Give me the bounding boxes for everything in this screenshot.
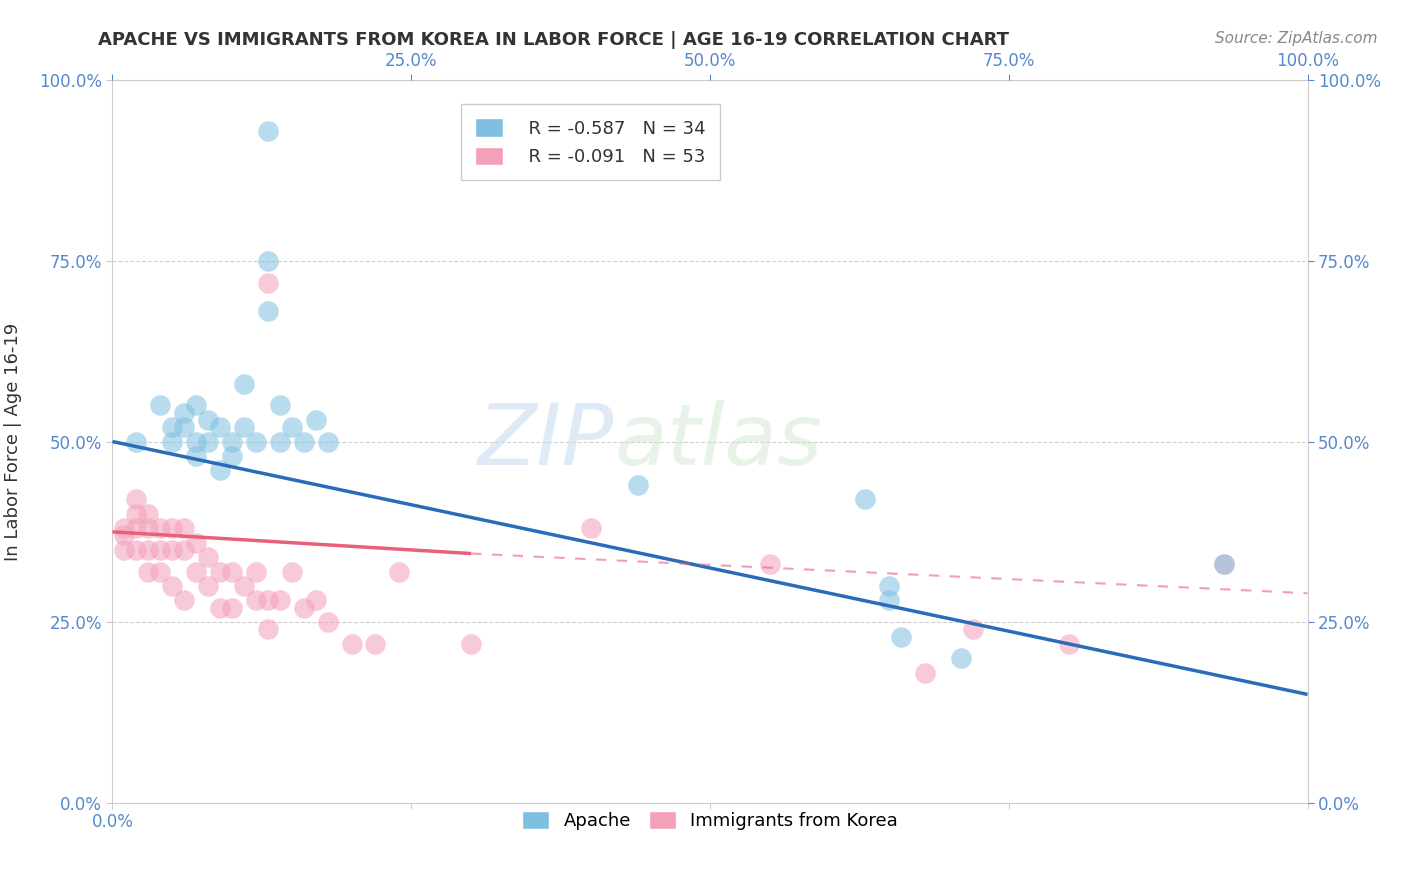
Point bbox=[233, 376, 256, 391]
Point bbox=[149, 565, 172, 579]
Point bbox=[162, 579, 183, 593]
Point bbox=[245, 593, 267, 607]
Point bbox=[879, 593, 901, 607]
Point bbox=[292, 434, 315, 449]
Point bbox=[281, 420, 304, 434]
Point bbox=[269, 593, 291, 607]
Point bbox=[257, 253, 280, 268]
Point bbox=[186, 535, 208, 549]
Point bbox=[221, 565, 243, 579]
Point bbox=[281, 565, 304, 579]
Point bbox=[209, 420, 232, 434]
Point bbox=[1057, 637, 1080, 651]
Point bbox=[233, 420, 256, 434]
Point bbox=[579, 521, 602, 535]
Point bbox=[292, 600, 315, 615]
Point bbox=[221, 600, 243, 615]
Point bbox=[138, 507, 160, 521]
Point bbox=[125, 542, 148, 557]
Point bbox=[197, 579, 219, 593]
Text: ZIP: ZIP bbox=[478, 400, 614, 483]
Point bbox=[197, 413, 219, 427]
Point bbox=[149, 521, 172, 535]
Point bbox=[173, 593, 195, 607]
Point bbox=[245, 434, 267, 449]
Point bbox=[257, 304, 280, 318]
Point bbox=[233, 579, 256, 593]
Point bbox=[914, 665, 936, 680]
Point bbox=[197, 434, 219, 449]
Point bbox=[950, 651, 973, 665]
Point bbox=[186, 434, 208, 449]
Point bbox=[209, 463, 232, 477]
Point bbox=[305, 593, 328, 607]
Text: atlas: atlas bbox=[614, 400, 823, 483]
Point bbox=[138, 542, 160, 557]
Point bbox=[1213, 558, 1236, 572]
Point bbox=[209, 565, 232, 579]
Point bbox=[855, 492, 877, 507]
Point bbox=[125, 434, 148, 449]
Point bbox=[173, 420, 195, 434]
Point bbox=[221, 434, 243, 449]
Point bbox=[316, 434, 339, 449]
Point bbox=[186, 565, 208, 579]
Point bbox=[173, 542, 195, 557]
Point bbox=[627, 478, 650, 492]
Point bbox=[257, 623, 280, 637]
Point bbox=[460, 637, 482, 651]
Point bbox=[114, 521, 135, 535]
Point bbox=[879, 579, 901, 593]
Point bbox=[305, 413, 328, 427]
Point bbox=[114, 542, 135, 557]
Point bbox=[257, 124, 280, 138]
Legend: Apache, Immigrants from Korea: Apache, Immigrants from Korea bbox=[515, 804, 905, 837]
Y-axis label: In Labor Force | Age 16-19: In Labor Force | Age 16-19 bbox=[4, 322, 22, 561]
Point bbox=[340, 637, 363, 651]
Point bbox=[173, 406, 195, 420]
Point bbox=[364, 637, 387, 651]
Point bbox=[388, 565, 411, 579]
Point bbox=[125, 521, 148, 535]
Point bbox=[269, 434, 291, 449]
Point bbox=[162, 542, 183, 557]
Point bbox=[316, 615, 339, 630]
Point bbox=[221, 449, 243, 463]
Point bbox=[114, 528, 135, 542]
Point bbox=[890, 630, 912, 644]
Point bbox=[759, 558, 782, 572]
Point bbox=[186, 398, 208, 412]
Point bbox=[162, 420, 183, 434]
Point bbox=[149, 542, 172, 557]
Point bbox=[257, 276, 280, 290]
Point bbox=[173, 521, 195, 535]
Point bbox=[149, 398, 172, 412]
Point bbox=[197, 550, 219, 565]
Point bbox=[138, 565, 160, 579]
Point bbox=[209, 600, 232, 615]
Point bbox=[257, 593, 280, 607]
Point bbox=[245, 565, 267, 579]
Point bbox=[125, 507, 148, 521]
Point bbox=[962, 623, 984, 637]
Point bbox=[138, 521, 160, 535]
Point bbox=[186, 449, 208, 463]
Point bbox=[125, 492, 148, 507]
Text: Source: ZipAtlas.com: Source: ZipAtlas.com bbox=[1215, 31, 1378, 46]
Point bbox=[1213, 558, 1236, 572]
Text: APACHE VS IMMIGRANTS FROM KOREA IN LABOR FORCE | AGE 16-19 CORRELATION CHART: APACHE VS IMMIGRANTS FROM KOREA IN LABOR… bbox=[98, 31, 1010, 49]
Point bbox=[269, 398, 291, 412]
Point bbox=[162, 521, 183, 535]
Point bbox=[162, 434, 183, 449]
